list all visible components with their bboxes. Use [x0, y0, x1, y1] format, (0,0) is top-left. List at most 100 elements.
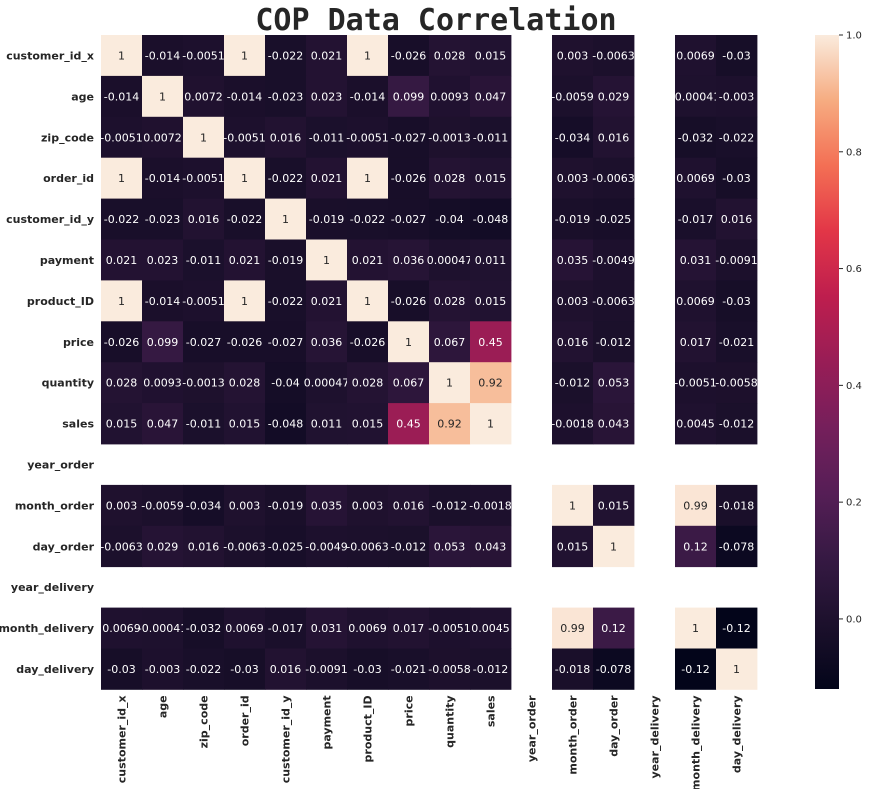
cell-annotation-quantity-customer-id-x: 0.028 [106, 377, 138, 390]
y-tick-label-day-order: day_order [33, 540, 95, 553]
heatmap-cell-order-id-customer-id-x [101, 157, 143, 199]
heatmap-cell-month-delivery-age [142, 607, 184, 649]
heatmap-cell-day-delivery-customer-id-y [265, 648, 307, 690]
cell-annotation-customer-id-x-price: -0.026 [391, 49, 426, 62]
heatmap-cell-quantity-age [142, 362, 184, 404]
cell-annotation-month-order-price: 0.016 [393, 499, 425, 512]
cell-annotation-customer-id-y-product-id: -0.022 [350, 213, 385, 226]
cell-annotation-product-id-age: -0.014 [145, 295, 180, 308]
y-tick-label-sales: sales [62, 418, 94, 431]
cell-annotation-payment-quantity: 0.00047 [427, 254, 473, 267]
y-tick-label-zip-code: zip_code [41, 131, 94, 144]
cell-annotation-day-order-sales: 0.043 [475, 540, 507, 553]
heatmap-cell-customer-id-x-age [142, 35, 184, 77]
cell-annotation-price-zip-code: -0.027 [186, 336, 221, 349]
cell-annotation-customer-id-x-customer-id-y: -0.022 [268, 49, 303, 62]
colorbar-tick-label: 0.8 [846, 147, 862, 158]
cell-annotation-sales-month-delivery: 0.0045 [676, 418, 715, 431]
cell-annotation-month-delivery-month-order: 0.99 [560, 622, 585, 635]
x-tick-label-sales: sales [485, 695, 498, 727]
cell-annotation-month-delivery-product-id: 0.0069 [348, 622, 387, 635]
cell-annotation-month-delivery-payment: 0.031 [311, 622, 343, 635]
heatmap-cell-order-id-day-delivery [716, 157, 758, 199]
cell-annotation-month-order-product-id: 0.003 [352, 499, 384, 512]
cell-annotation-price-month-delivery: 0.017 [680, 336, 712, 349]
heatmap-cell-quantity-payment [306, 362, 348, 404]
heatmap-cell-payment-payment [306, 239, 348, 281]
heatmap-cell-sales-month-order [552, 403, 594, 445]
heatmap-cell-sales-customer-id-y [265, 403, 307, 445]
heatmap-cell-customer-id-y-age [142, 198, 184, 240]
cell-annotation-quantity-month-order: -0.012 [555, 377, 590, 390]
heatmap-cell-age-sales [470, 75, 512, 118]
heatmap-cell-zip-code-payment [306, 116, 348, 159]
cell-annotation-zip-code-month-delivery: -0.032 [678, 131, 713, 144]
heatmap-cell-day-order-day-order [593, 525, 635, 568]
cell-annotation-age-age: 1 [159, 90, 166, 103]
heatmap-cell-product-id-sales [470, 280, 512, 322]
cell-annotation-month-order-age: -0.0059 [141, 499, 183, 512]
cell-annotation-age-customer-id-y: -0.023 [268, 90, 303, 103]
cell-annotation-quantity-product-id: 0.028 [352, 377, 384, 390]
cell-annotation-product-id-payment: 0.021 [311, 295, 343, 308]
cell-annotation-product-id-month-order: 0.003 [557, 295, 589, 308]
cell-annotation-day-order-zip-code: 0.016 [188, 540, 220, 553]
heatmap-cell-customer-id-y-month-delivery [675, 198, 717, 240]
cell-annotation-customer-id-y-customer-id-x: -0.022 [104, 213, 139, 226]
heatmap-cell-sales-payment [306, 403, 348, 445]
heatmap-cell-day-order-sales [470, 525, 512, 568]
heatmap-cell-product-id-zip-code [183, 280, 225, 322]
cell-annotation-order-id-customer-id-x: 1 [118, 172, 125, 185]
heatmap-cell-product-id-customer-id-x [101, 280, 143, 322]
cell-annotation-day-delivery-month-delivery: -0.12 [681, 663, 709, 676]
heatmap-cell-zip-code-customer-id-y [265, 116, 307, 159]
cell-annotation-order-id-price: -0.026 [391, 172, 426, 185]
cell-annotation-month-delivery-quantity: -0.0051 [428, 622, 470, 635]
cell-annotation-price-age: 0.099 [147, 336, 179, 349]
heatmap-cell-payment-product-id [347, 239, 389, 281]
heatmap-cell-age-customer-id-x [101, 75, 143, 118]
heatmap-cell-order-id-month-order [552, 157, 594, 199]
y-tick-label-product-id: product_ID [27, 295, 94, 308]
heatmap-cell-quantity-order-id [224, 362, 266, 404]
heatmap-cell-month-delivery-quantity [429, 607, 471, 649]
cell-annotation-sales-age: 0.047 [147, 418, 179, 431]
cell-annotation-quantity-payment: 0.00047 [304, 377, 350, 390]
x-axis-labels: customer_id_x age zip_code order_id customer… [116, 695, 744, 789]
heatmap-cell-sales-product-id [347, 403, 389, 445]
cell-annotation-month-delivery-price: 0.017 [393, 622, 425, 635]
heatmap-cell-price-month-delivery [675, 321, 717, 363]
heatmap-cell-customer-id-x-day-order [593, 35, 635, 77]
heatmap-cell-customer-id-x-month-delivery [675, 35, 717, 77]
heatmap-cell-customer-id-y-month-order [552, 198, 594, 240]
cell-annotation-price-product-id: -0.026 [350, 336, 385, 349]
cell-annotation-month-order-payment: 0.035 [311, 499, 343, 512]
cell-annotation-quantity-sales: 0.92 [478, 377, 503, 390]
cell-annotation-customer-id-y-month-delivery: -0.017 [678, 213, 713, 226]
heatmap-cell-zip-code-month-order [552, 116, 594, 159]
heatmap-cell-day-delivery-customer-id-x [101, 648, 143, 690]
heatmap-cell-day-delivery-product-id [347, 648, 389, 690]
heatmap-cell-customer-id-y-product-id [347, 198, 389, 240]
cell-annotation-price-day-order: -0.012 [596, 336, 631, 349]
cell-annotation-payment-month-delivery: 0.031 [680, 254, 712, 267]
heatmap-cell-sales-order-id [224, 403, 266, 445]
cell-annotation-product-id-zip-code: -0.0051 [182, 295, 224, 308]
cell-annotation-customer-id-y-zip-code: 0.016 [188, 213, 220, 226]
cell-annotation-day-delivery-price: -0.021 [391, 663, 426, 676]
cell-annotation-quantity-order-id: 0.028 [229, 377, 261, 390]
heatmap-cell-sales-day-delivery [716, 403, 758, 445]
cell-annotation-product-id-month-delivery: 0.0069 [676, 295, 715, 308]
heatmap-cell-customer-id-y-payment [306, 198, 348, 240]
heatmap-cell-day-delivery-age [142, 648, 184, 690]
y-tick-label-month-order: month_order [15, 499, 95, 512]
heatmap-cell-customer-id-x-order-id [224, 35, 266, 77]
cell-annotation-price-price: 1 [405, 336, 412, 349]
x-tick-label-payment: payment [321, 695, 334, 749]
cell-annotation-customer-id-x-age: -0.014 [145, 49, 180, 62]
cell-annotation-product-id-customer-id-x: 1 [118, 295, 125, 308]
heatmap-cell-day-delivery-payment [306, 648, 348, 690]
cell-annotation-price-quantity: 0.067 [434, 336, 466, 349]
cell-annotation-age-payment: 0.023 [311, 90, 343, 103]
